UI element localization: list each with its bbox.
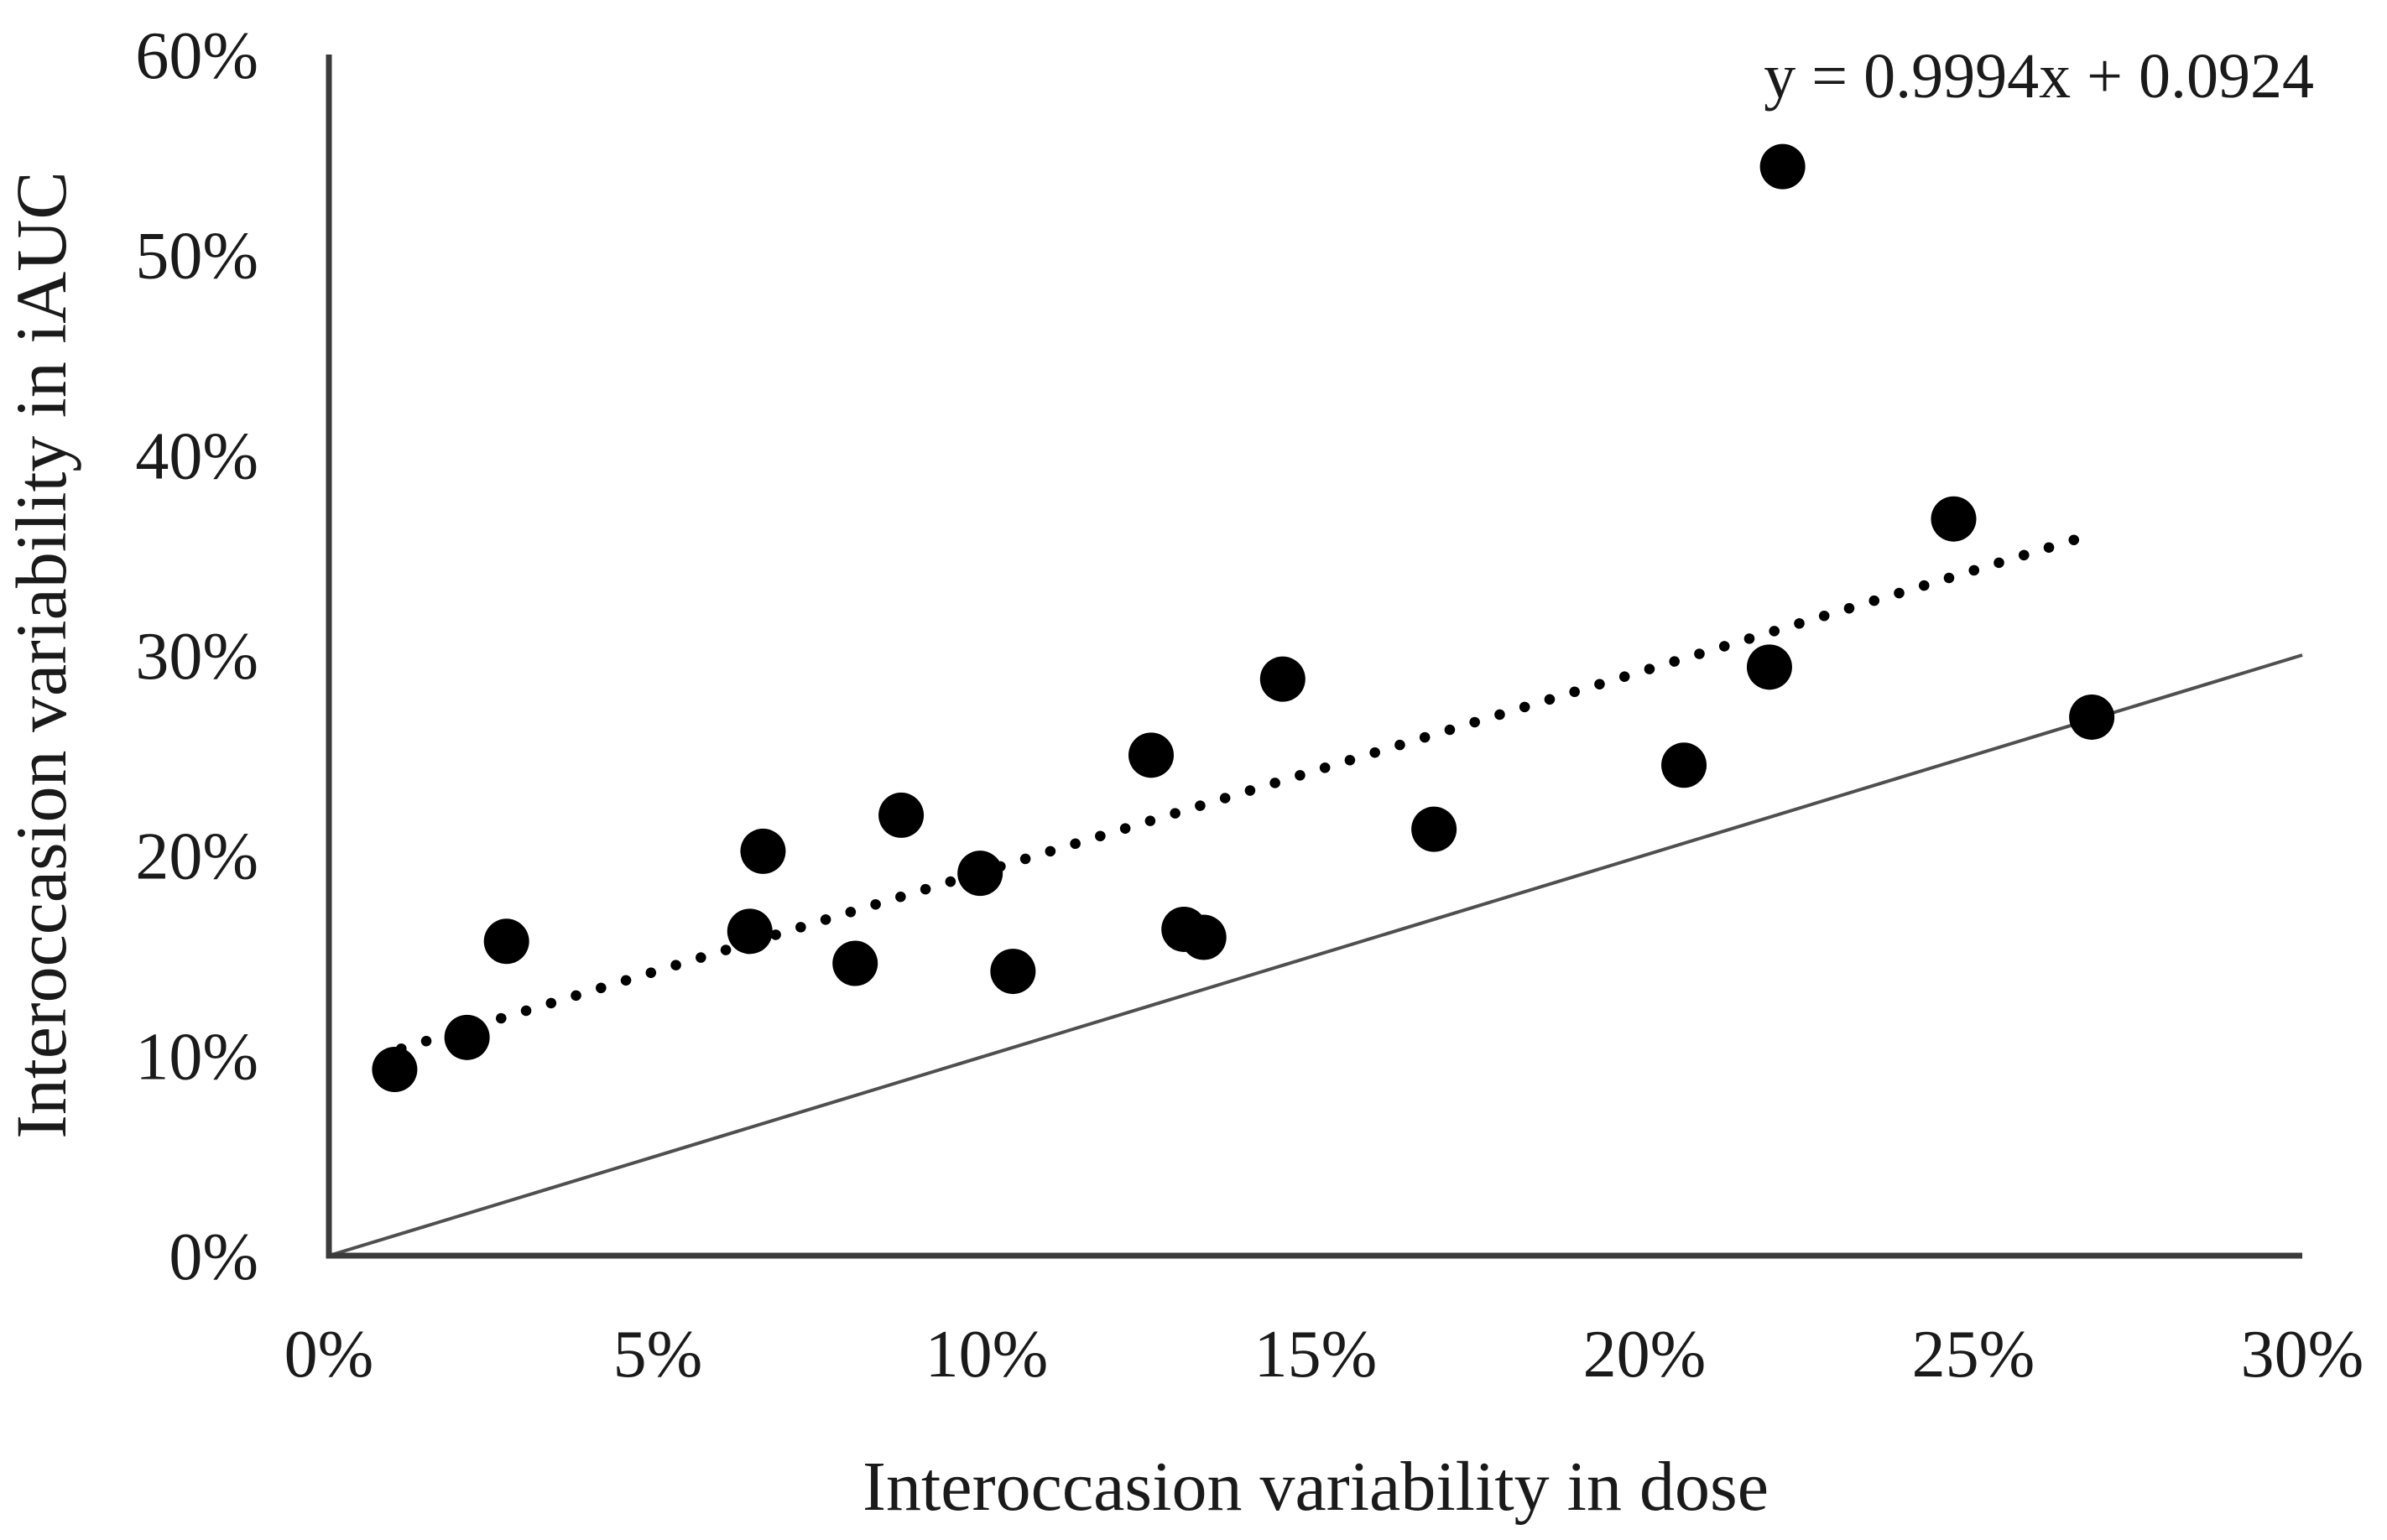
y-tick-label: 60% xyxy=(135,19,258,93)
data-point xyxy=(990,949,1036,995)
data-point xyxy=(1746,644,1792,690)
data-point xyxy=(2069,694,2115,740)
y-tick-label: 20% xyxy=(135,820,258,894)
data-point xyxy=(957,851,1003,897)
x-tick-label: 20% xyxy=(1583,1318,1707,1392)
y-tick-label: 50% xyxy=(135,220,258,294)
x-tick-label: 15% xyxy=(1254,1318,1378,1392)
data-point xyxy=(832,940,878,986)
data-point xyxy=(1759,143,1806,190)
y-tick-label: 40% xyxy=(135,419,258,493)
data-point xyxy=(1180,914,1227,960)
data-point xyxy=(1128,732,1174,778)
y-tick-label: 0% xyxy=(169,1220,258,1294)
data-point xyxy=(372,1047,418,1093)
data-point xyxy=(878,792,925,838)
y-tick-label: 10% xyxy=(135,1020,258,1094)
x-tick-label: 5% xyxy=(613,1318,703,1392)
data-point xyxy=(1931,496,1977,542)
y-axis-title: Interoccasion variability in iAUC xyxy=(1,171,81,1139)
data-point xyxy=(444,1014,490,1060)
data-point xyxy=(1661,742,1707,788)
x-axis-title: Interoccasion variability in dose xyxy=(863,1448,1769,1526)
data-point xyxy=(483,918,529,965)
data-point xyxy=(727,908,773,955)
x-tick-label: 25% xyxy=(1912,1318,2035,1392)
data-point xyxy=(1411,806,1457,852)
y-tick-label: 30% xyxy=(135,620,258,694)
trendline-equation: y = 0.9994x + 0.0924 xyxy=(1764,41,2314,112)
trendline-dotted xyxy=(395,533,2084,1054)
data-point xyxy=(1259,656,1306,702)
identity-line xyxy=(328,653,2303,1257)
x-tick-label: 30% xyxy=(2241,1318,2364,1392)
data-point xyxy=(740,828,786,874)
x-tick-label: 0% xyxy=(284,1318,374,1392)
x-tick-label: 10% xyxy=(925,1318,1049,1392)
